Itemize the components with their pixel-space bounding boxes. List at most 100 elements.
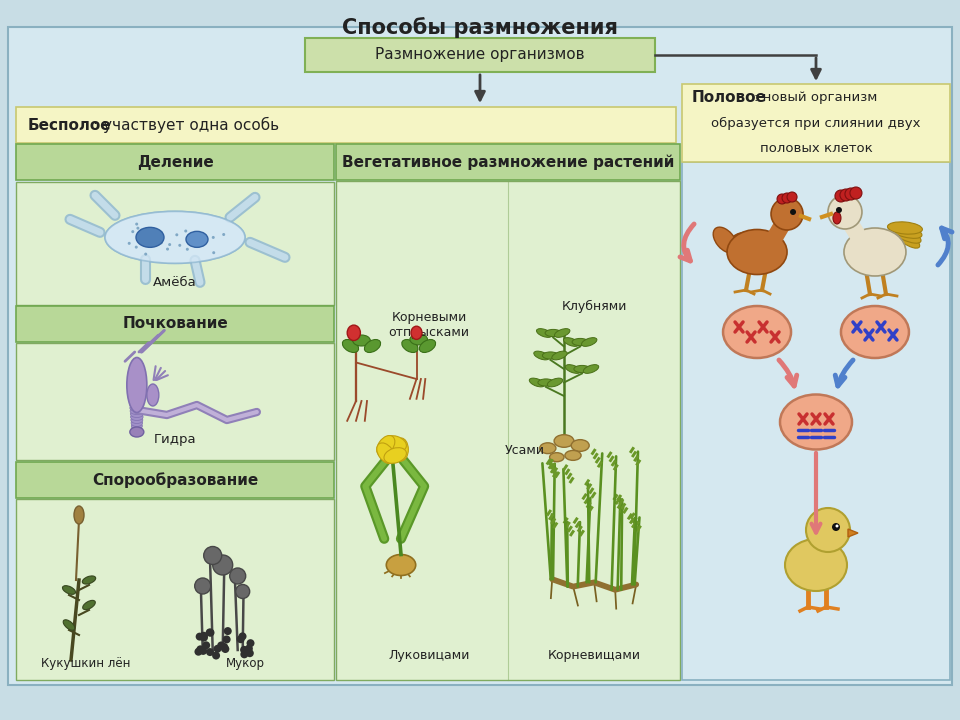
Bar — [16, 306, 334, 342]
Ellipse shape — [130, 405, 144, 412]
Bar — [336, 144, 680, 180]
Circle shape — [771, 198, 803, 230]
Circle shape — [144, 253, 147, 256]
Text: : участвует одна особь: : участвует одна особь — [93, 117, 279, 133]
Text: Амёба: Амёба — [154, 276, 197, 289]
Ellipse shape — [63, 620, 75, 630]
Circle shape — [247, 639, 254, 647]
Polygon shape — [848, 529, 858, 537]
Text: Бесполое: Бесполое — [28, 117, 111, 132]
Text: : новый организм: : новый организм — [754, 91, 877, 104]
Circle shape — [206, 648, 214, 656]
Circle shape — [200, 634, 208, 642]
Circle shape — [200, 632, 207, 640]
Ellipse shape — [833, 212, 841, 224]
Ellipse shape — [130, 380, 144, 387]
Ellipse shape — [186, 231, 208, 248]
Circle shape — [229, 568, 246, 584]
Circle shape — [212, 652, 220, 660]
Ellipse shape — [83, 600, 95, 610]
Bar — [16, 182, 334, 305]
Circle shape — [176, 233, 179, 236]
Ellipse shape — [402, 340, 418, 353]
Ellipse shape — [130, 398, 144, 405]
Circle shape — [159, 241, 163, 244]
Ellipse shape — [130, 390, 144, 397]
Text: Размножение организмов: Размножение организмов — [375, 48, 585, 63]
Ellipse shape — [542, 352, 559, 359]
Bar — [16, 499, 334, 680]
Ellipse shape — [565, 364, 581, 374]
Ellipse shape — [540, 443, 556, 454]
Ellipse shape — [352, 335, 371, 346]
Ellipse shape — [785, 539, 847, 591]
Circle shape — [186, 248, 189, 251]
Circle shape — [195, 578, 210, 594]
Circle shape — [205, 629, 214, 636]
Ellipse shape — [572, 338, 588, 346]
Circle shape — [787, 192, 797, 202]
Bar — [16, 462, 334, 498]
Circle shape — [790, 209, 796, 215]
Circle shape — [836, 207, 842, 213]
Text: Вегетативное размножение растений: Вегетативное размножение растений — [342, 154, 674, 170]
Circle shape — [203, 642, 210, 649]
Circle shape — [237, 635, 245, 643]
Text: Корневыми
отпрысками: Корневыми отпрысками — [389, 311, 469, 339]
Ellipse shape — [890, 226, 920, 248]
Circle shape — [179, 244, 181, 247]
Ellipse shape — [74, 506, 84, 524]
Ellipse shape — [841, 306, 909, 358]
Ellipse shape — [132, 428, 142, 436]
Ellipse shape — [584, 364, 599, 374]
Circle shape — [197, 645, 204, 653]
Ellipse shape — [384, 448, 406, 464]
Ellipse shape — [130, 427, 144, 437]
Circle shape — [166, 248, 169, 251]
Ellipse shape — [131, 410, 143, 418]
Ellipse shape — [130, 377, 144, 384]
Ellipse shape — [131, 416, 143, 423]
Ellipse shape — [130, 402, 144, 408]
Text: Способы размножения: Способы размножения — [342, 17, 618, 38]
Circle shape — [132, 230, 134, 233]
Circle shape — [223, 636, 230, 644]
Ellipse shape — [386, 554, 416, 575]
Ellipse shape — [410, 334, 427, 345]
Ellipse shape — [131, 408, 144, 415]
Circle shape — [222, 233, 226, 236]
Ellipse shape — [411, 326, 422, 339]
Ellipse shape — [888, 224, 922, 238]
Ellipse shape — [343, 340, 359, 353]
Ellipse shape — [723, 306, 791, 358]
Ellipse shape — [365, 340, 380, 353]
Circle shape — [850, 187, 862, 199]
Circle shape — [828, 195, 862, 229]
Circle shape — [238, 632, 247, 640]
Circle shape — [224, 627, 231, 635]
Bar — [682, 162, 950, 680]
Ellipse shape — [105, 212, 245, 264]
Ellipse shape — [529, 378, 544, 387]
Text: Почкование: Почкование — [122, 317, 228, 331]
Ellipse shape — [889, 225, 921, 243]
Ellipse shape — [105, 212, 245, 264]
Ellipse shape — [127, 358, 147, 413]
Bar — [682, 84, 950, 162]
Circle shape — [236, 585, 250, 598]
Ellipse shape — [844, 228, 906, 276]
Circle shape — [134, 246, 138, 248]
Ellipse shape — [376, 436, 395, 456]
Circle shape — [206, 629, 214, 636]
Ellipse shape — [564, 451, 581, 460]
Ellipse shape — [727, 230, 787, 274]
Bar — [305, 38, 655, 72]
Circle shape — [222, 645, 229, 653]
Circle shape — [240, 650, 249, 658]
Circle shape — [240, 646, 248, 654]
Circle shape — [159, 231, 163, 234]
Circle shape — [840, 189, 852, 201]
Circle shape — [220, 643, 228, 651]
Circle shape — [246, 649, 253, 657]
Text: Луковицами: Луковицами — [388, 649, 469, 662]
